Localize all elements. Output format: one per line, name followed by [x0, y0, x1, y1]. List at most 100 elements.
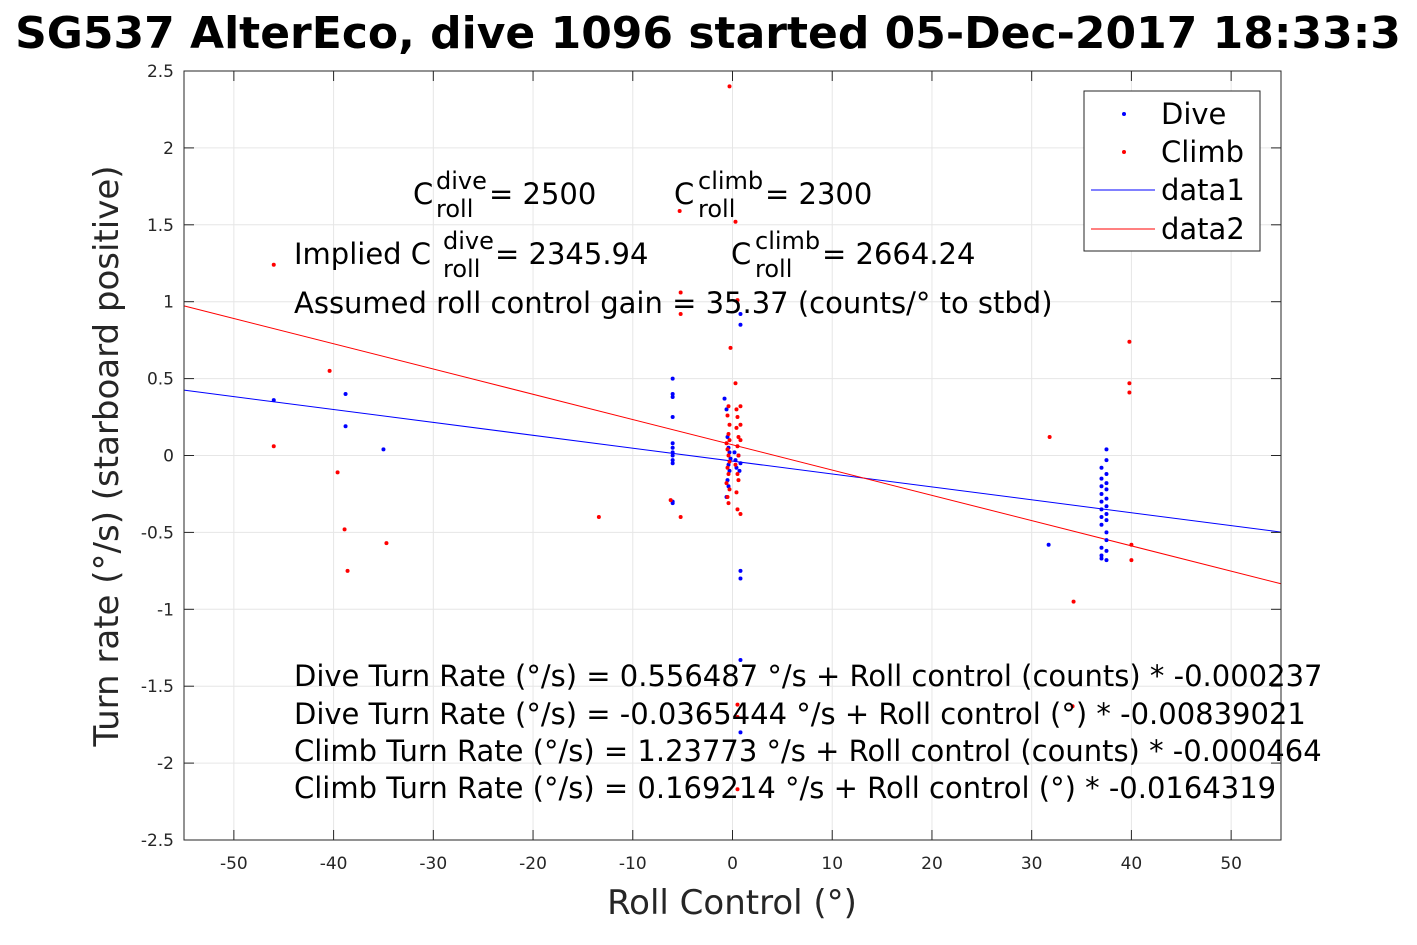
- dive-point: [1104, 518, 1109, 523]
- climb-point: [736, 435, 741, 440]
- legend-dive-marker: [1122, 112, 1126, 116]
- c-roll-climb-sub: roll: [698, 195, 735, 223]
- dive-point: [725, 478, 730, 483]
- climb-point: [735, 298, 740, 303]
- c-roll-dive-sub: roll: [436, 195, 473, 223]
- climb-point: [1127, 339, 1132, 344]
- chart-title: SG537 AlterEco, dive 1096 started 05-Dec…: [15, 8, 1401, 59]
- climb-point: [677, 208, 682, 213]
- climb-point: [726, 404, 731, 409]
- legend-data2-label: data2: [1161, 212, 1245, 246]
- climb-point: [728, 345, 733, 350]
- implied-dive-sub: roll: [443, 255, 480, 283]
- climb-point: [724, 481, 729, 486]
- dive-point: [670, 376, 675, 381]
- dive-point: [734, 465, 739, 470]
- dive-point: [670, 458, 675, 463]
- climb-point: [727, 422, 732, 427]
- y-tick-label: 1.5: [147, 216, 174, 236]
- legend-dive-label: Dive: [1161, 97, 1226, 131]
- dive-point: [343, 391, 348, 396]
- climb-point: [735, 415, 740, 420]
- dive-point: [1104, 511, 1109, 516]
- climb-point: [738, 511, 743, 516]
- dive-point: [1104, 496, 1109, 501]
- dive-point: [1099, 491, 1104, 496]
- climb-point: [725, 495, 730, 500]
- annotation-implied-dive: Implied C dive roll = 2345.94: [294, 227, 648, 283]
- dive-point: [738, 322, 743, 327]
- fit-line-data2: [183, 305, 1282, 585]
- climb-point: [1071, 599, 1076, 604]
- fit-lines: [183, 305, 1282, 585]
- climb-point: [335, 470, 340, 475]
- x-tick-label: 0: [727, 854, 738, 874]
- climb-point: [727, 84, 732, 89]
- dive-point: [1099, 556, 1104, 561]
- dive-point: [738, 461, 743, 466]
- x-tick-label: 40: [1121, 854, 1143, 874]
- x-ticks: -50 -40 -30 -20 -10 0 10 20 30 40 50: [220, 71, 1242, 874]
- dive-point: [726, 462, 731, 467]
- climb-point: [271, 444, 276, 449]
- climb-point: [735, 702, 740, 707]
- climb-point: [725, 413, 730, 418]
- x-axis-label: Roll Control (°): [607, 883, 857, 923]
- dive-point: [732, 450, 737, 455]
- climb-point: [1129, 542, 1134, 547]
- climb-point: [735, 787, 740, 792]
- regression-equations: Dive Turn Rate (°/s) = 0.556487 °/s + Ro…: [294, 659, 1322, 805]
- x-tick-label: 20: [921, 854, 943, 874]
- dive-point: [1104, 558, 1109, 563]
- climb-point: [735, 507, 740, 512]
- y-tick-label: -2.5: [141, 831, 174, 851]
- climb-point: [668, 498, 673, 503]
- climb-point: [733, 219, 738, 224]
- dive-point: [738, 568, 743, 573]
- x-tick-label: -20: [519, 854, 547, 874]
- dive-point: [725, 435, 730, 440]
- climb-point: [726, 471, 731, 476]
- equation-line: Dive Turn Rate (°/s) = 0.556487 °/s + Ro…: [294, 659, 1322, 693]
- x-tick-label: -50: [220, 854, 248, 874]
- climb-point: [678, 290, 683, 295]
- climb-point: [1127, 381, 1132, 386]
- dive-point: [1099, 507, 1104, 512]
- dive-point: [1099, 545, 1104, 550]
- dive-point: [670, 395, 675, 400]
- x-tick-label: -40: [320, 854, 348, 874]
- dive-point: [1099, 484, 1104, 489]
- y-tick-label: 2.5: [147, 62, 174, 82]
- climb-point: [725, 465, 730, 470]
- c-roll-dive-sup: dive: [436, 167, 487, 195]
- climb-point: [678, 312, 683, 317]
- dive-point: [1104, 458, 1109, 463]
- dive-point: [1046, 542, 1051, 547]
- implied-dive-sup: dive: [443, 227, 494, 255]
- dive-point: [722, 396, 727, 401]
- climb-point: [738, 404, 743, 409]
- climb-point: [727, 487, 732, 492]
- climb-point: [725, 447, 730, 452]
- y-tick-label: -0.5: [141, 523, 174, 543]
- implied-dive-prefix: Implied C: [294, 237, 431, 271]
- climb-point: [738, 422, 743, 427]
- dive-point: [1104, 538, 1109, 543]
- equation-line: Dive Turn Rate (°/s) = -0.0365444 °/s + …: [294, 697, 1306, 731]
- dive-point: [1099, 476, 1104, 481]
- climb-point: [726, 501, 731, 506]
- annotation-c-roll-dive: C dive roll = 2500: [413, 167, 596, 223]
- annotation-c-roll-climb: C climb roll = 2300: [674, 167, 872, 223]
- climb-point: [734, 425, 739, 430]
- legend-data1-label: data1: [1161, 173, 1245, 207]
- climb-point: [678, 515, 683, 520]
- implied-climb-value: = 2664.24: [822, 237, 975, 271]
- c-roll-climb-value: = 2300: [765, 177, 872, 211]
- implied-dive-value: = 2345.94: [495, 237, 648, 271]
- legend-box: [1083, 90, 1261, 252]
- dive-point: [1104, 481, 1109, 486]
- dive-point: [271, 398, 276, 403]
- dive-point: [1104, 530, 1109, 535]
- dive-point: [727, 450, 732, 455]
